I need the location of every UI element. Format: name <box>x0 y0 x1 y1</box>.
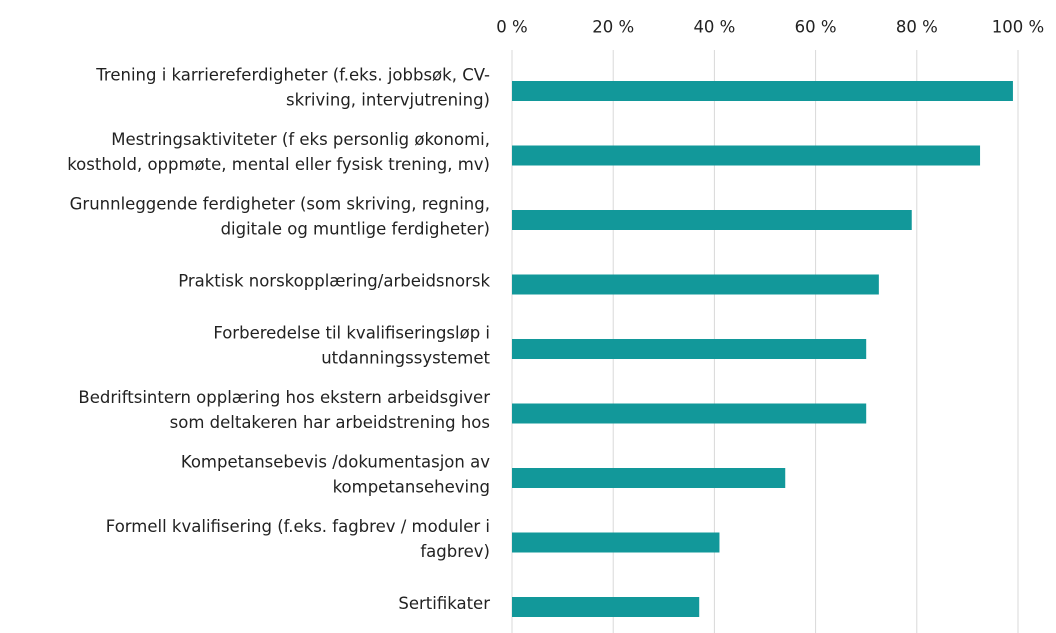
x-tick-label: 40 % <box>693 18 735 37</box>
category-label: Mestringsaktiviteter (f eks personlig øk… <box>67 130 490 174</box>
bar <box>512 468 786 488</box>
category-label: Trening i karriereferdigheter (f.eks. jo… <box>95 65 490 109</box>
category-label: Grunnleggende ferdigheter (som skriving,… <box>70 194 490 238</box>
bar <box>512 403 867 424</box>
bar <box>512 339 867 359</box>
category-label: Bedriftsintern opplæring hos ekstern arb… <box>78 388 490 432</box>
category-label: Sertifikater <box>398 594 490 613</box>
x-tick-label: 80 % <box>896 18 938 37</box>
bar <box>512 597 700 617</box>
category-label: Forberedelse til kvalifiseringsløp i utda… <box>213 323 490 367</box>
bar <box>512 81 1013 101</box>
category-label: Praktisk norskopplæring/arbeidsnorsk <box>178 271 490 290</box>
category-label: Formell kvalifisering (f.eks. fagbrev / … <box>106 517 490 561</box>
x-tick-label: 0 % <box>496 18 527 37</box>
bar <box>512 145 981 166</box>
category-label: Kompetansebevis /dokumentasjon av kompeta… <box>181 452 490 496</box>
x-tick-label: 60 % <box>795 18 837 37</box>
bar <box>512 274 879 295</box>
bar <box>512 210 912 230</box>
x-tick-label: 20 % <box>592 18 634 37</box>
bar <box>512 532 720 553</box>
x-tick-label: 100 % <box>992 18 1044 37</box>
